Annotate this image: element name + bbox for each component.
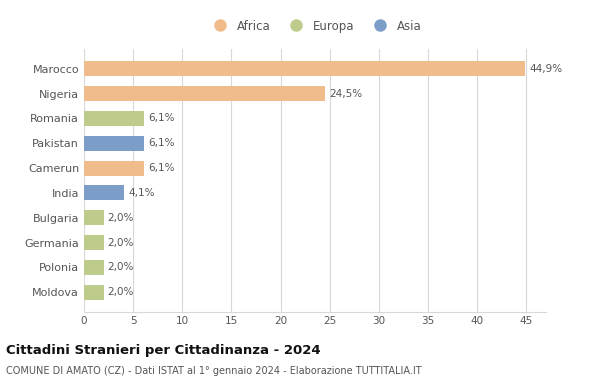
Bar (84, 185, 124, 200)
Text: 44,9%: 44,9% (529, 64, 562, 74)
Text: 2,0%: 2,0% (107, 287, 134, 297)
Bar (84, 260, 104, 275)
Bar (84, 235, 104, 250)
Text: 2,0%: 2,0% (107, 213, 134, 223)
Bar (84, 210, 104, 225)
Bar (84, 161, 144, 176)
Bar (84, 136, 144, 151)
Text: 2,0%: 2,0% (107, 263, 134, 272)
Text: COMUNE DI AMATO (CZ) - Dati ISTAT al 1° gennaio 2024 - Elaborazione TUTTITALIA.I: COMUNE DI AMATO (CZ) - Dati ISTAT al 1° … (6, 366, 422, 375)
Bar (84, 86, 325, 101)
Bar (84, 61, 526, 76)
Text: 4,1%: 4,1% (128, 188, 155, 198)
Text: 2,0%: 2,0% (107, 238, 134, 248)
Bar (84, 285, 104, 300)
Text: Cittadini Stranieri per Cittadinanza - 2024: Cittadini Stranieri per Cittadinanza - 2… (6, 344, 320, 357)
Text: 6,1%: 6,1% (148, 113, 175, 124)
Bar (84, 111, 144, 126)
Text: 6,1%: 6,1% (148, 138, 175, 148)
Text: 24,5%: 24,5% (329, 89, 362, 98)
Legend: Africa, Europa, Asia: Africa, Europa, Asia (205, 16, 425, 36)
Text: 6,1%: 6,1% (148, 163, 175, 173)
